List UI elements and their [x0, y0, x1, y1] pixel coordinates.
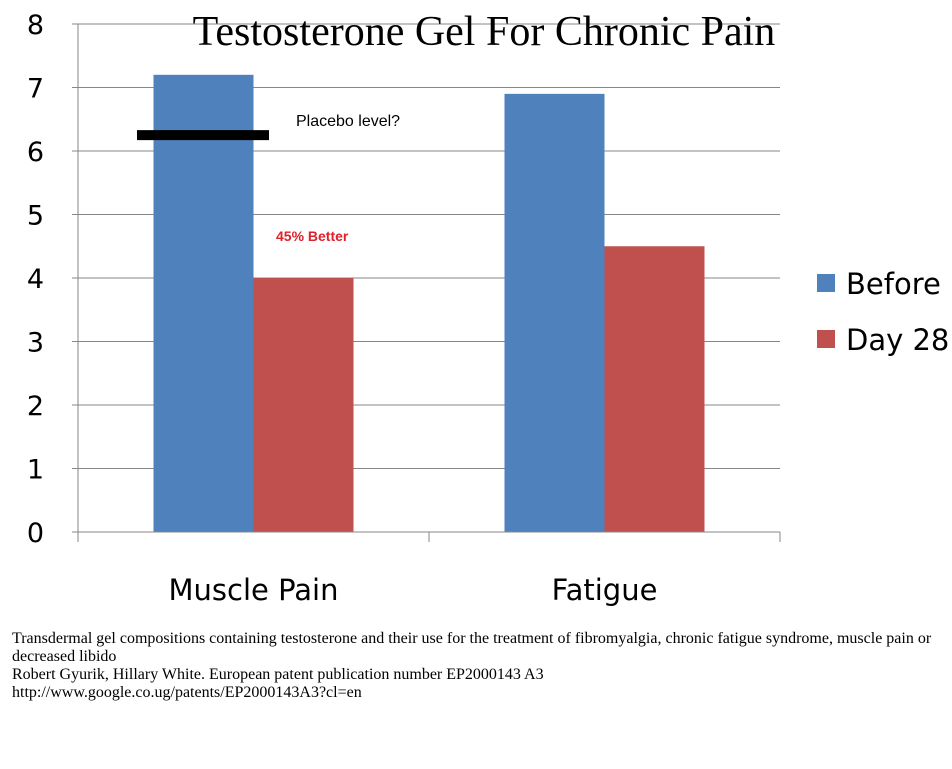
bar-chart: 0 1 2 3 4 5 6 7 8 Muscle Pain Fatigue Before Day 2… [27, 9, 950, 607]
y-tick-label: 4 [27, 264, 44, 295]
caption-authors: Robert Gyurik, Hillary White. European p… [12, 666, 544, 683]
y-tick-label: 5 [27, 201, 44, 232]
x-tick-label: Muscle Pain [169, 573, 339, 607]
placebo-level-line [137, 130, 269, 141]
x-tick-label: Fatigue [552, 573, 658, 607]
y-tick-label: 2 [27, 391, 44, 422]
y-tick-label: 8 [27, 10, 44, 41]
axes [77, 24, 781, 542]
y-tick-label: 3 [27, 328, 44, 359]
source-caption: Transdermal gel compositions containing … [12, 630, 942, 702]
x-axis-labels: Muscle Pain Fatigue [169, 573, 658, 607]
legend-swatch [817, 274, 835, 292]
bars [153, 74, 705, 533]
legend: Before Day 28 [817, 267, 949, 357]
legend-swatch [817, 330, 835, 348]
y-axis-ticks: 0 1 2 3 4 5 6 7 8 [27, 10, 78, 549]
legend-label: Day 28 [846, 323, 949, 357]
chart-title: Testosterone Gel For Chronic Pain [193, 9, 776, 55]
y-tick-label: 1 [27, 455, 44, 486]
bar-before [153, 74, 254, 533]
bar-day-28 [253, 278, 354, 532]
bar-before [504, 93, 605, 532]
y-tick-label: 0 [27, 518, 44, 549]
y-tick-label: 6 [27, 137, 44, 168]
improvement-label: 45% Better [276, 228, 349, 244]
placebo-level-label: Placebo level? [296, 113, 400, 130]
y-tick-label: 7 [27, 74, 44, 105]
bar-day-28 [604, 246, 705, 532]
caption-url: http://www.google.co.ug/patents/EP200014… [12, 684, 362, 701]
legend-label: Before [846, 267, 941, 301]
annotations: Placebo level? 45% Better [137, 113, 400, 244]
caption-patent-title: Transdermal gel compositions containing … [12, 630, 932, 665]
